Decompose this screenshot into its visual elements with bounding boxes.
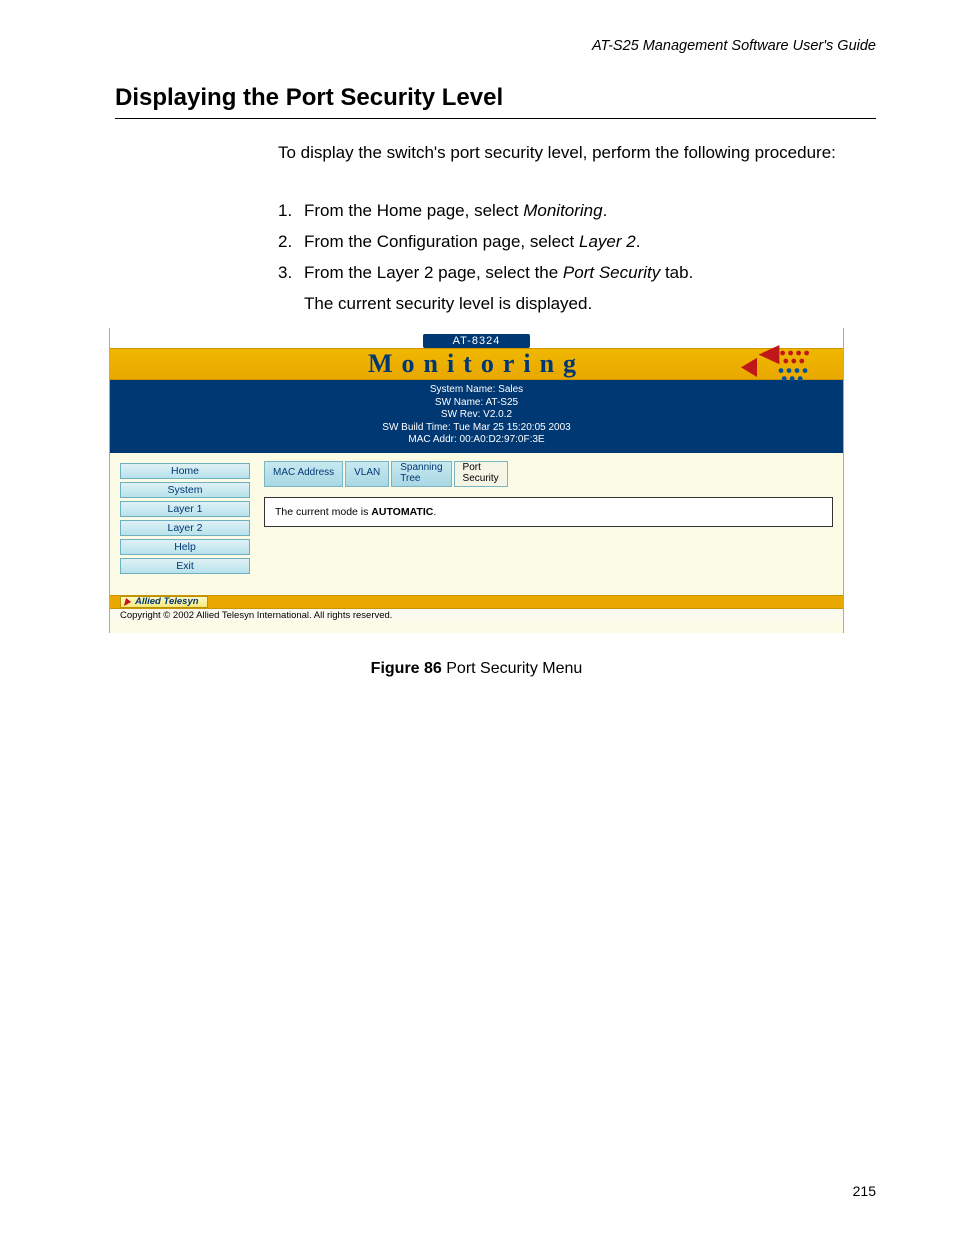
tab-vlan[interactable]: VLAN bbox=[345, 461, 389, 487]
panel-mode-value: AUTOMATIC bbox=[371, 506, 433, 518]
step-2: 2. From the Configuration page, select L… bbox=[278, 231, 876, 254]
screenshot-body: Home System Layer 1 Layer 2 Help Exit MA… bbox=[110, 453, 843, 584]
screenshot-header: AT-8324 Monitoring bbox=[110, 328, 843, 453]
tab-mac-address[interactable]: MAC Address bbox=[264, 461, 343, 487]
brand-logo-icon bbox=[733, 345, 813, 389]
nav-home-button[interactable]: Home bbox=[120, 463, 250, 479]
info-sw-rev: SW Rev: V2.0.2 bbox=[110, 409, 843, 422]
tab-port-security[interactable]: Port Security bbox=[454, 461, 508, 487]
intro-paragraph: To display the switch's port security le… bbox=[278, 142, 876, 165]
content-panel: The current mode is AUTOMATIC. bbox=[264, 497, 833, 527]
tab-row: MAC Address VLAN Spanning Tree Port Secu… bbox=[264, 461, 833, 487]
step-number: 2. bbox=[278, 231, 304, 254]
info-sw-name: SW Name: AT-S25 bbox=[110, 397, 843, 410]
footer-gold-bar: Allied Telesyn bbox=[110, 595, 843, 609]
figure-text: Port Security Menu bbox=[442, 660, 583, 677]
page-number: 215 bbox=[853, 1183, 876, 1199]
page-mode-title: Monitoring bbox=[368, 349, 585, 379]
brand-pill: Allied Telesyn bbox=[120, 596, 208, 608]
step-number: 3. bbox=[278, 262, 304, 285]
panel-text-post: . bbox=[433, 506, 436, 518]
panel-text-pre: The current mode is bbox=[275, 506, 371, 518]
brand-name: Allied Telesyn bbox=[135, 596, 199, 608]
step-note: The current security level is displayed. bbox=[304, 293, 876, 316]
nav-layer2-button[interactable]: Layer 2 bbox=[120, 520, 250, 536]
side-nav: Home System Layer 1 Layer 2 Help Exit bbox=[120, 461, 250, 574]
device-model-label: AT-8324 bbox=[423, 334, 531, 348]
info-build-time: SW Build Time: Tue Mar 25 15:20:05 2003 bbox=[110, 422, 843, 435]
step-number: 1. bbox=[278, 200, 304, 223]
nav-system-button[interactable]: System bbox=[120, 482, 250, 498]
screenshot: AT-8324 Monitoring bbox=[109, 328, 844, 633]
system-info-block: System Name: Sales SW Name: AT-S25 SW Re… bbox=[110, 380, 843, 453]
screenshot-footer: Allied Telesyn Copyright © 2002 Allied T… bbox=[110, 595, 843, 621]
tab-spanning-tree[interactable]: Spanning Tree bbox=[391, 461, 451, 487]
brand-triangle-icon bbox=[124, 598, 132, 606]
procedure-steps: 1. From the Home page, select Monitoring… bbox=[278, 200, 876, 316]
step-3: 3. From the Layer 2 page, select the Por… bbox=[278, 262, 876, 285]
step-text: From the Home page, select Monitoring. bbox=[304, 200, 876, 223]
step-text: From the Layer 2 page, select the Port S… bbox=[304, 262, 876, 285]
title-bar: Monitoring bbox=[110, 348, 843, 380]
copyright-text: Copyright © 2002 Allied Telesyn Internat… bbox=[110, 609, 843, 621]
figure-label: Figure 86 bbox=[371, 660, 442, 677]
page-header-title: AT-S25 Management Software User's Guide bbox=[592, 38, 876, 54]
main-panel: MAC Address VLAN Spanning Tree Port Secu… bbox=[264, 461, 833, 574]
info-mac-addr: MAC Addr: 00:A0:D2:97:0F:3E bbox=[110, 434, 843, 447]
step-text: From the Configuration page, select Laye… bbox=[304, 231, 876, 254]
nav-layer1-button[interactable]: Layer 1 bbox=[120, 501, 250, 517]
step-1: 1. From the Home page, select Monitoring… bbox=[278, 200, 876, 223]
section-title: Displaying the Port Security Level bbox=[115, 84, 876, 119]
figure-caption: Figure 86 Port Security Menu bbox=[109, 660, 844, 678]
nav-help-button[interactable]: Help bbox=[120, 539, 250, 555]
nav-exit-button[interactable]: Exit bbox=[120, 558, 250, 574]
